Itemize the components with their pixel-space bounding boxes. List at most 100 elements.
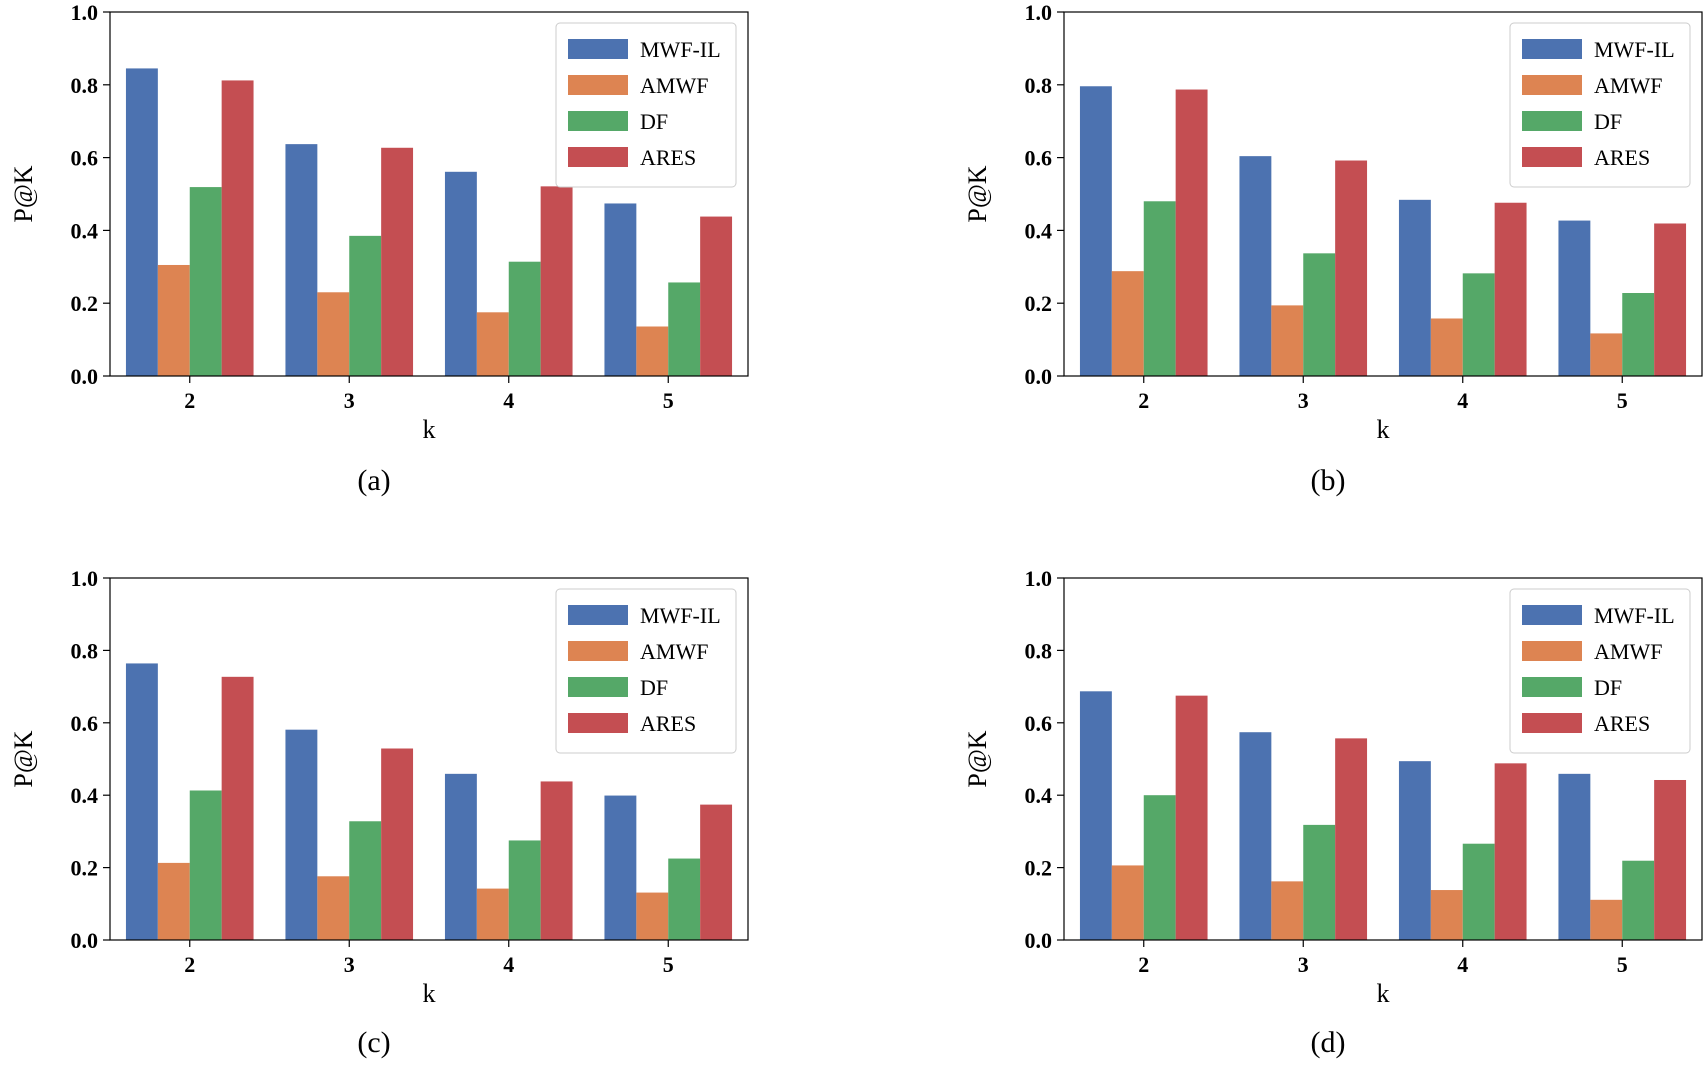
legend-swatch-amwf bbox=[1522, 641, 1582, 661]
legend-label: ARES bbox=[1594, 145, 1650, 170]
chart-panel: 0.0 0.2 0.4 0.6 0.8 1.0 2 3 4 5 k P@K MWF-IL AMWF DF AR… bbox=[963, 566, 1703, 1059]
legend: MWF-IL AMWF DF ARES bbox=[555, 22, 737, 188]
bar-mwf-il bbox=[1239, 156, 1272, 376]
bar-ares bbox=[540, 186, 573, 376]
legend-label: ARES bbox=[640, 711, 696, 736]
legend-box bbox=[555, 588, 737, 754]
y-tick-label: 0.4 bbox=[1025, 783, 1053, 808]
bar-mwf-il bbox=[1558, 220, 1591, 376]
x-axis-label: k bbox=[423, 415, 436, 444]
bar-amwf bbox=[317, 876, 350, 940]
y-tick-label: 0.6 bbox=[1025, 711, 1053, 736]
bar-ares bbox=[1654, 223, 1687, 376]
bar-mwf-il bbox=[1558, 773, 1591, 940]
x-tick-label: 2 bbox=[184, 952, 195, 977]
x-tick-label: 4 bbox=[503, 388, 514, 413]
legend-swatch-amwf bbox=[568, 75, 628, 95]
legend-label: ARES bbox=[640, 145, 696, 170]
legend-label: MWF-IL bbox=[1594, 603, 1675, 628]
y-tick-label: 0.2 bbox=[71, 856, 99, 881]
y-axis-label: P@K bbox=[963, 165, 992, 222]
bar-mwf-il bbox=[1079, 86, 1112, 377]
subfigure-caption: (d) bbox=[1311, 1026, 1346, 1059]
legend-swatch-df bbox=[568, 677, 628, 697]
legend-swatch-ares bbox=[1522, 713, 1582, 733]
legend-label: AMWF bbox=[1594, 73, 1662, 98]
bar-amwf bbox=[157, 862, 190, 940]
legend-swatch-df bbox=[1522, 677, 1582, 697]
bar-ares bbox=[381, 147, 414, 376]
bar-ares bbox=[221, 80, 254, 376]
legend-label: ARES bbox=[1594, 711, 1650, 736]
legend-swatch-mwf-il bbox=[568, 605, 628, 625]
legend-swatch-mwf-il bbox=[1522, 39, 1582, 59]
x-tick-label: 3 bbox=[344, 388, 355, 413]
bar-amwf bbox=[157, 264, 190, 376]
legend-swatch-mwf-il bbox=[1522, 605, 1582, 625]
bar-df bbox=[508, 840, 541, 940]
bar-mwf-il bbox=[604, 203, 637, 376]
subfigure-caption: (a) bbox=[357, 464, 390, 497]
legend-label: AMWF bbox=[640, 73, 708, 98]
bar-ares bbox=[1654, 779, 1687, 940]
y-axis-label: P@K bbox=[963, 730, 992, 787]
legend-label: DF bbox=[640, 675, 668, 700]
bar-df bbox=[1143, 795, 1176, 940]
legend-swatch-df bbox=[568, 111, 628, 131]
legend: MWF-IL AMWF DF ARES bbox=[555, 588, 737, 754]
x-tick-label: 4 bbox=[503, 952, 514, 977]
legend-box bbox=[555, 22, 737, 188]
bar-ares bbox=[1494, 763, 1527, 940]
legend-box bbox=[1509, 22, 1691, 188]
y-tick-label: 0.8 bbox=[1025, 73, 1053, 98]
bar-ares bbox=[221, 676, 254, 940]
bar-mwf-il bbox=[444, 773, 477, 940]
legend-label: MWF-IL bbox=[640, 603, 721, 628]
subfigure-caption: (b) bbox=[1311, 464, 1346, 497]
bar-mwf-il bbox=[285, 144, 318, 376]
bar-df bbox=[189, 790, 222, 940]
legend-swatch-df bbox=[1522, 111, 1582, 131]
legend-label: AMWF bbox=[1594, 639, 1662, 664]
y-tick-label: 0.0 bbox=[1025, 928, 1053, 953]
y-tick-label: 0.0 bbox=[71, 928, 99, 953]
bar-amwf bbox=[636, 892, 669, 940]
bar-df bbox=[508, 261, 541, 376]
bar-mwf-il bbox=[125, 68, 158, 377]
bar-mwf-il bbox=[285, 729, 318, 940]
bar-mwf-il bbox=[604, 795, 637, 940]
bar-df bbox=[1622, 293, 1655, 376]
x-tick-label: 5 bbox=[1617, 388, 1628, 413]
y-tick-label: 1.0 bbox=[1025, 0, 1053, 25]
y-tick-label: 0.2 bbox=[1025, 856, 1053, 881]
x-axis-label: k bbox=[423, 979, 436, 1008]
plot-frame bbox=[1063, 11, 1703, 377]
bar-amwf bbox=[1271, 881, 1304, 940]
bar-df bbox=[1303, 824, 1336, 940]
x-tick-label: 5 bbox=[663, 388, 674, 413]
chart-panel: 0.0 0.2 0.4 0.6 0.8 1.0 2 3 4 5 k P@K MWF-IL AMWF DF AR… bbox=[963, 0, 1703, 497]
y-tick-label: 0.8 bbox=[71, 73, 99, 98]
y-tick-label: 0.8 bbox=[71, 638, 99, 663]
x-tick-label: 2 bbox=[184, 388, 195, 413]
bar-df bbox=[189, 187, 222, 376]
bar-amwf bbox=[1430, 318, 1463, 376]
legend-swatch-ares bbox=[568, 147, 628, 167]
legend-swatch-ares bbox=[568, 713, 628, 733]
x-tick-label: 4 bbox=[1457, 388, 1468, 413]
bar-df bbox=[1462, 273, 1495, 376]
legend-swatch-ares bbox=[1522, 147, 1582, 167]
bar-df bbox=[349, 821, 382, 940]
bar-ares bbox=[700, 216, 733, 376]
y-tick-label: 0.6 bbox=[1025, 146, 1053, 171]
y-tick-label: 0.8 bbox=[1025, 638, 1053, 663]
y-tick-label: 0.6 bbox=[71, 146, 99, 171]
bar-ares bbox=[1335, 738, 1368, 940]
legend-box bbox=[1509, 588, 1691, 754]
legend: MWF-IL AMWF DF ARES bbox=[1509, 588, 1691, 754]
y-tick-label: 0.0 bbox=[1025, 364, 1053, 389]
legend-label: MWF-IL bbox=[640, 37, 721, 62]
bar-ares bbox=[1175, 695, 1208, 940]
legend-swatch-amwf bbox=[1522, 75, 1582, 95]
